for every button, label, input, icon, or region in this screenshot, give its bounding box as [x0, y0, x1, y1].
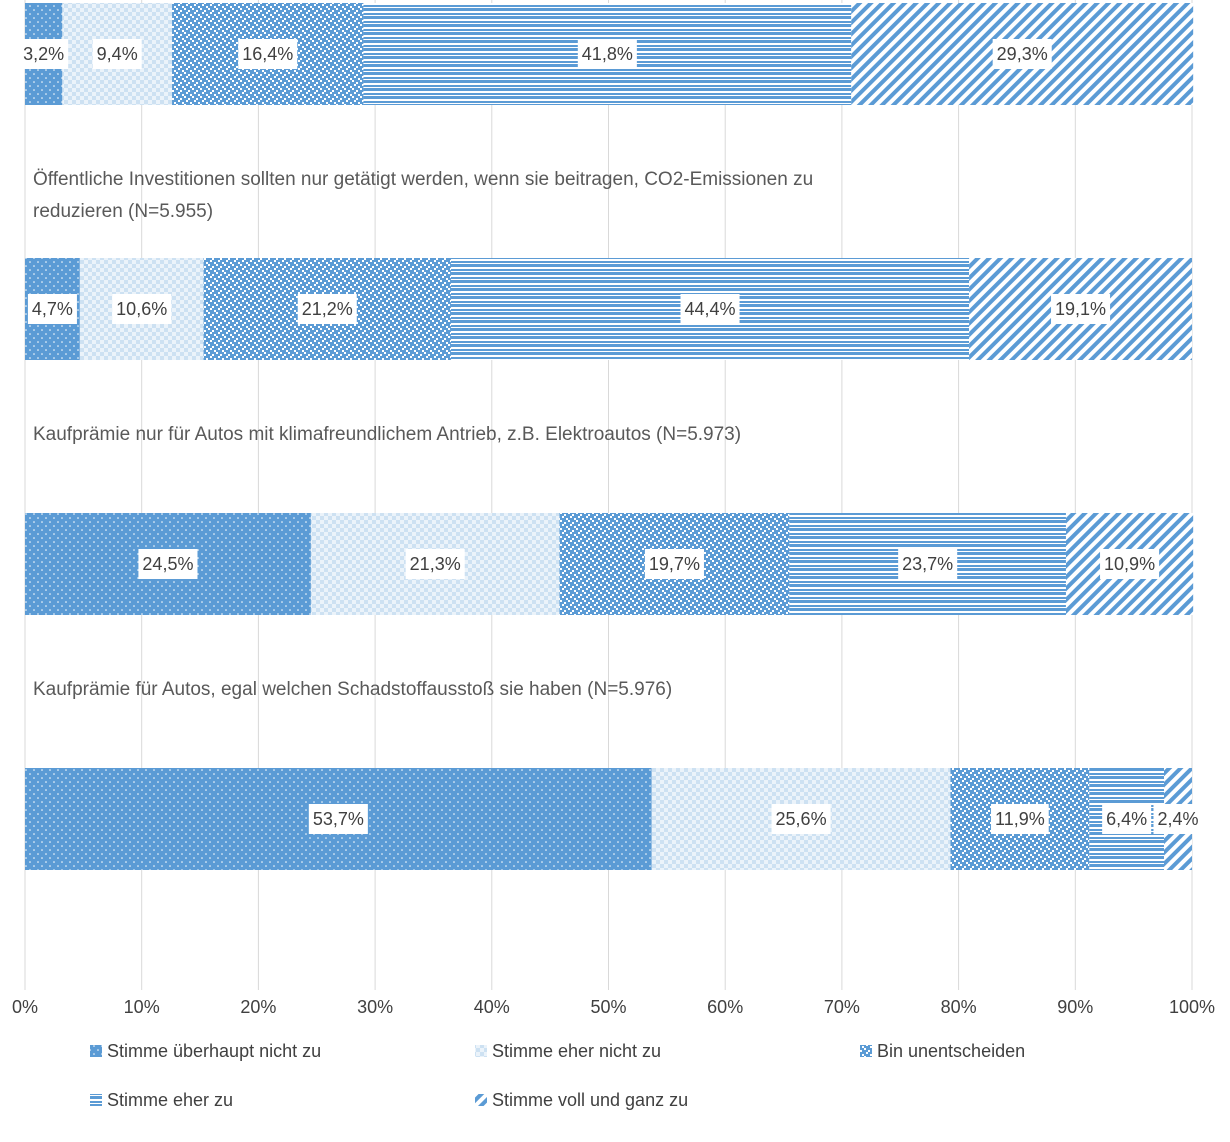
data-label-box — [1051, 294, 1111, 324]
data-label: 19,7% — [649, 554, 700, 574]
data-label-box — [27, 294, 77, 324]
x-tick-label: 20% — [240, 997, 276, 1017]
data-label: 9,4% — [97, 44, 138, 64]
data-label: 3,2% — [23, 44, 64, 64]
data-label-box — [1153, 804, 1203, 834]
data-label-box — [1102, 804, 1152, 834]
x-tick-label: 50% — [590, 997, 626, 1017]
x-tick-label: 0% — [12, 997, 38, 1017]
data-label: 16,4% — [242, 44, 293, 64]
data-label: 21,3% — [410, 554, 461, 574]
x-tick-label: 70% — [824, 997, 860, 1017]
data-label-box — [771, 804, 831, 834]
data-label: 41,8% — [582, 44, 633, 64]
data-label-box — [577, 39, 637, 69]
data-label-box — [308, 804, 368, 834]
data-label: 11,9% — [995, 809, 1045, 829]
data-label-box — [112, 294, 172, 324]
data-label-box — [92, 39, 142, 69]
data-label-box — [898, 549, 958, 579]
data-label-box — [405, 549, 465, 579]
legend-swatch — [90, 1094, 102, 1106]
data-label-box — [297, 294, 357, 324]
data-label-box — [992, 39, 1052, 69]
data-label-box — [991, 804, 1049, 834]
x-tick-label: 60% — [707, 997, 743, 1017]
data-label: 4,7% — [32, 299, 73, 319]
legend-label: Bin unentscheiden — [877, 1041, 1025, 1061]
data-label: 24,5% — [142, 554, 193, 574]
legend-label: Stimme eher zu — [107, 1090, 233, 1110]
data-label-box — [238, 39, 298, 69]
x-tick-label: 80% — [941, 997, 977, 1017]
legend-label: Stimme voll und ganz zu — [492, 1090, 688, 1110]
data-label: 10,9% — [1104, 554, 1155, 574]
legend-label: Stimme überhaupt nicht zu — [107, 1041, 321, 1061]
data-label: 44,4% — [685, 299, 736, 319]
category-title: Kaufprämie nur für Autos mit klimafreund… — [33, 424, 742, 445]
x-tick-label: 30% — [357, 997, 393, 1017]
data-label-box — [644, 549, 704, 579]
x-tick-label: 100% — [1169, 997, 1215, 1017]
data-label: 53,7% — [313, 809, 364, 829]
data-label-box — [1100, 549, 1160, 579]
category-title: Kaufprämie für Autos, egal welchen Schad… — [33, 679, 673, 700]
legend-swatch — [475, 1094, 487, 1106]
data-label: 29,3% — [997, 44, 1048, 64]
data-label-box — [138, 549, 198, 579]
data-label-box — [19, 39, 69, 69]
x-tick-label: 10% — [124, 997, 160, 1017]
data-label: 6,4% — [1106, 809, 1147, 829]
data-label: 23,7% — [902, 554, 953, 574]
data-label: 2,4% — [1157, 809, 1198, 829]
legend-swatch — [860, 1045, 872, 1057]
category-title: Öffentliche Investitionen sollten nur ge… — [33, 169, 814, 222]
legend-label: Stimme eher nicht zu — [492, 1041, 661, 1061]
data-label: 10,6% — [116, 299, 167, 319]
data-label: 21,2% — [302, 299, 353, 319]
legend-swatch — [90, 1045, 102, 1057]
legend-swatch — [475, 1045, 487, 1057]
data-label-box — [680, 294, 740, 324]
x-tick-label: 40% — [474, 997, 510, 1017]
x-tick-label: 90% — [1057, 997, 1093, 1017]
data-label: 25,6% — [776, 809, 827, 829]
data-label: 19,1% — [1055, 299, 1106, 319]
